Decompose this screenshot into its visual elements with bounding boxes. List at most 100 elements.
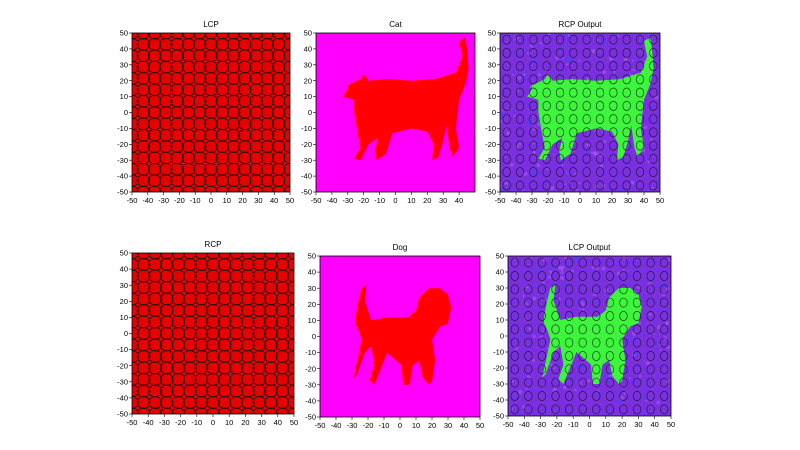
polarization-ring bbox=[578, 377, 587, 388]
polarization-ring bbox=[515, 74, 525, 85]
subplot-1: LCP -50 -40 -30 -20 -10 0 10 20 30 40 50 50 40 30 20 10 0… bbox=[117, 20, 294, 205]
polarization-ring bbox=[555, 34, 565, 45]
polarization-ring bbox=[272, 117, 286, 131]
noise-speckle bbox=[524, 302, 528, 306]
polarization-ring bbox=[170, 140, 184, 153]
noise-speckle bbox=[549, 270, 553, 274]
polarization-ring bbox=[215, 33, 229, 40]
polarization-ring bbox=[542, 47, 551, 58]
noise-speckle bbox=[534, 269, 539, 274]
noise-speckle bbox=[506, 131, 511, 136]
polarization-ring bbox=[183, 304, 197, 317]
noise-speckle bbox=[517, 413, 521, 416]
polarization-ring bbox=[524, 284, 533, 295]
polarization-ring bbox=[217, 350, 232, 363]
noise-speckle bbox=[586, 37, 591, 41]
polarization-ring bbox=[136, 327, 151, 340]
polarization-ring bbox=[272, 174, 286, 187]
noise-speckle bbox=[648, 312, 652, 316]
noise-speckle bbox=[653, 86, 655, 88]
noise-speckle bbox=[547, 275, 552, 279]
polarization-ring bbox=[605, 297, 615, 308]
noise-speckle bbox=[529, 180, 533, 183]
polarization-ring bbox=[181, 72, 196, 85]
plot-area bbox=[132, 253, 294, 414]
polarization-ring bbox=[194, 292, 209, 306]
noise-speckle bbox=[632, 68, 635, 72]
noise-speckle bbox=[522, 294, 525, 298]
noise-speckle bbox=[512, 324, 516, 328]
polarization-ring bbox=[132, 350, 139, 363]
polarization-ring bbox=[537, 257, 547, 268]
noise-speckle bbox=[591, 268, 594, 271]
noise-speckle bbox=[666, 345, 671, 350]
polarization-ring bbox=[551, 297, 560, 308]
y-tick-label: 30 bbox=[488, 60, 496, 69]
noise-speckle bbox=[500, 116, 503, 120]
noise-speckle bbox=[631, 269, 636, 274]
noise-speckle bbox=[574, 388, 577, 392]
polarization-ring bbox=[147, 128, 162, 142]
polarization-ring bbox=[159, 72, 173, 85]
noise-speckle bbox=[603, 272, 605, 275]
noise-speckle bbox=[636, 285, 641, 290]
noise-speckle bbox=[627, 350, 630, 352]
polarization-ring bbox=[148, 304, 162, 317]
polarization-ring bbox=[592, 364, 601, 375]
plot-area bbox=[132, 33, 290, 192]
noise-speckle bbox=[645, 399, 648, 402]
polarization-ring bbox=[159, 106, 173, 119]
noise-speckle bbox=[527, 338, 530, 341]
noise-speckle bbox=[609, 171, 611, 173]
noise-speckle bbox=[626, 351, 629, 354]
polarization-ring bbox=[595, 167, 605, 178]
polarization-ring bbox=[264, 396, 278, 409]
polarization-ring bbox=[252, 350, 267, 363]
polarization-ring bbox=[226, 128, 241, 142]
noise-speckle bbox=[529, 44, 532, 47]
y-tick-label: -10 bbox=[117, 345, 128, 354]
cat-output bbox=[527, 37, 654, 161]
polarization-ring bbox=[229, 373, 243, 386]
polarization-ring bbox=[595, 34, 605, 45]
polarization-ring bbox=[249, 94, 263, 108]
polarization-ring bbox=[264, 361, 278, 375]
noise-speckle bbox=[624, 275, 626, 277]
polarization-ring bbox=[542, 140, 551, 151]
polarization-ring bbox=[578, 324, 587, 335]
y-tick-label: 10 bbox=[488, 92, 496, 101]
y-tick-label: 0 bbox=[312, 332, 316, 341]
polarization-ring bbox=[215, 72, 229, 85]
noise-speckle bbox=[634, 262, 637, 265]
noise-speckle bbox=[600, 403, 602, 406]
y-tick-label: 50 bbox=[120, 29, 128, 38]
polarization-ring bbox=[240, 315, 255, 329]
polarization-ring bbox=[238, 117, 252, 131]
polarization-ring bbox=[204, 94, 218, 108]
noise-speckle bbox=[566, 62, 569, 66]
noise-speckle bbox=[665, 287, 670, 291]
polarization-ring bbox=[542, 180, 551, 191]
polarization-ring bbox=[204, 117, 218, 131]
polarization-ring bbox=[136, 94, 150, 108]
x-tick-label: 20 bbox=[423, 196, 431, 205]
noise-speckle bbox=[571, 269, 574, 273]
noise-speckle bbox=[528, 264, 531, 266]
noise-speckle bbox=[532, 358, 536, 363]
noise-speckle bbox=[653, 343, 658, 348]
polarization-ring bbox=[502, 167, 511, 178]
polarization-ring bbox=[515, 153, 525, 164]
polarization-ring bbox=[264, 281, 278, 294]
polarization-ring bbox=[605, 311, 615, 321]
polarization-ring bbox=[193, 83, 207, 97]
noise-speckle bbox=[540, 266, 544, 270]
polarization-ring bbox=[275, 384, 290, 398]
noise-speckle bbox=[590, 151, 593, 154]
x-tick-label: -30 bbox=[342, 196, 353, 205]
polarization-ring bbox=[578, 351, 587, 361]
polarization-ring bbox=[240, 384, 255, 398]
polarization-ring bbox=[206, 327, 220, 340]
polarization-ring bbox=[132, 128, 139, 142]
polarization-ring bbox=[147, 106, 162, 119]
polarization-ring bbox=[159, 38, 173, 51]
